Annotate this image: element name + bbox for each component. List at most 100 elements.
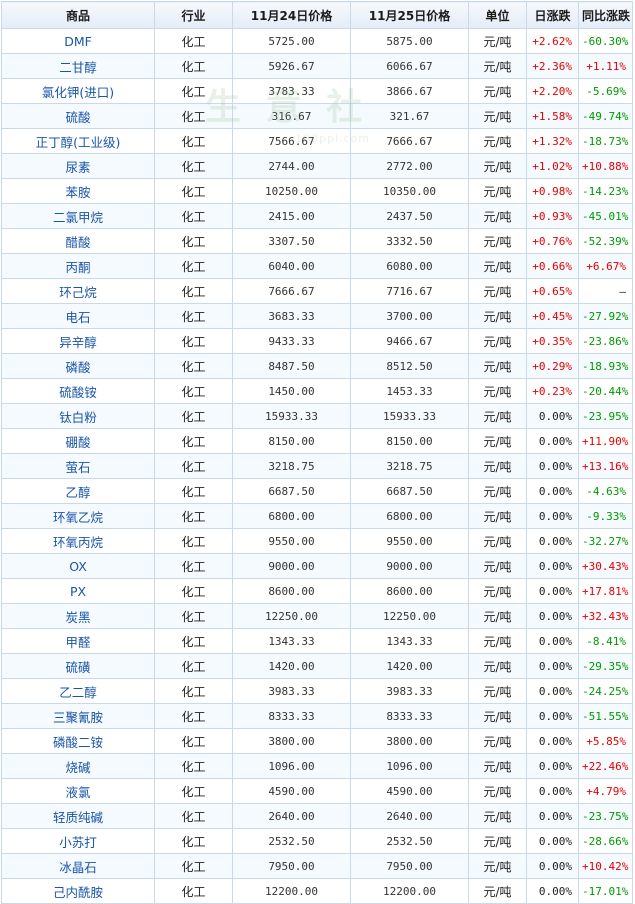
table-row: 己内酰胺 化工 12200.00 12200.00 元/吨 0.00% -17.01% bbox=[1, 878, 633, 904]
table-row: 硫酸铵 化工 1450.00 1453.33 元/吨 +0.23% -20.44% bbox=[1, 378, 633, 404]
industry-cell: 化工 bbox=[154, 453, 233, 479]
industry-cell: 化工 bbox=[154, 378, 233, 404]
unit-cell: 元/吨 bbox=[468, 228, 527, 254]
yoy-change-cell: +1.11% bbox=[578, 53, 633, 79]
price-prev-cell: 8150.00 bbox=[232, 428, 351, 454]
commodity-link[interactable]: 尿素 bbox=[65, 159, 91, 175]
commodity-link[interactable]: 硫磺 bbox=[65, 659, 91, 675]
table-row: 硫酸 化工 316.67 321.67 元/吨 +1.58% -49.74% bbox=[1, 103, 633, 129]
unit-cell: 元/吨 bbox=[468, 328, 527, 354]
yoy-change-cell: -45.01% bbox=[578, 203, 633, 229]
commodity-link[interactable]: 乙二醇 bbox=[59, 684, 97, 700]
daily-change-cell: +0.66% bbox=[526, 253, 579, 279]
commodity-link[interactable]: PX bbox=[69, 583, 87, 599]
price-prev-cell: 8487.50 bbox=[232, 353, 351, 379]
industry-cell: 化工 bbox=[154, 303, 233, 329]
daily-change-cell: 0.00% bbox=[526, 553, 579, 579]
yoy-change-cell: +22.46% bbox=[578, 753, 633, 779]
commodity-link[interactable]: 正丁醇(工业级) bbox=[35, 134, 121, 150]
commodity-link[interactable]: 冰晶石 bbox=[59, 859, 97, 875]
commodity-link[interactable]: 丙酮 bbox=[65, 259, 91, 275]
commodity-link[interactable]: 氯化钾(进口) bbox=[41, 84, 115, 100]
yoy-change-cell: +5.85% bbox=[578, 728, 633, 754]
commodity-link[interactable]: 硫酸 bbox=[65, 109, 91, 125]
commodity-link[interactable]: 甲醛 bbox=[65, 634, 91, 650]
unit-cell: 元/吨 bbox=[468, 828, 527, 854]
table-row: 电石 化工 3683.33 3700.00 元/吨 +0.45% -27.92% bbox=[1, 303, 633, 329]
unit-cell: 元/吨 bbox=[468, 528, 527, 554]
price-prev-cell: 1343.33 bbox=[232, 628, 351, 654]
commodity-link[interactable]: 磷酸二铵 bbox=[52, 734, 103, 750]
unit-cell: 元/吨 bbox=[468, 378, 527, 404]
daily-change-cell: +0.98% bbox=[526, 178, 579, 204]
unit-cell: 元/吨 bbox=[468, 753, 527, 779]
commodity-link[interactable]: 磷酸 bbox=[65, 359, 91, 375]
price-prev-cell: 2532.50 bbox=[232, 828, 351, 854]
commodity-link[interactable]: 环己烷 bbox=[59, 284, 97, 300]
commodity-link[interactable]: 己内酰胺 bbox=[52, 884, 103, 900]
yoy-change-cell: -4.63% bbox=[578, 478, 633, 504]
table-row: 甲醛 化工 1343.33 1343.33 元/吨 0.00% -8.41% bbox=[1, 628, 633, 654]
commodity-link[interactable]: 炭黑 bbox=[65, 609, 91, 625]
commodity-link[interactable]: 三聚氰胺 bbox=[52, 709, 103, 725]
daily-change-cell: +0.23% bbox=[526, 378, 579, 404]
commodity-link[interactable]: 硼酸 bbox=[65, 434, 91, 450]
commodity-link[interactable]: 苯胺 bbox=[65, 184, 91, 200]
commodity-link[interactable]: 钛白粉 bbox=[59, 409, 97, 425]
table-row: DMF 化工 5725.00 5875.00 元/吨 +2.62% -60.30% bbox=[1, 28, 633, 54]
daily-change-cell: 0.00% bbox=[526, 503, 579, 529]
commodity-link[interactable]: OX bbox=[69, 558, 87, 574]
price-cur-cell: 2772.00 bbox=[350, 153, 469, 179]
table-row: 烧碱 化工 1096.00 1096.00 元/吨 0.00% +22.46% bbox=[1, 753, 633, 779]
price-cur-cell: 1096.00 bbox=[350, 753, 469, 779]
yoy-change-cell: -23.86% bbox=[578, 328, 633, 354]
price-cur-cell: 2532.50 bbox=[350, 828, 469, 854]
industry-cell: 化工 bbox=[154, 628, 233, 654]
unit-cell: 元/吨 bbox=[468, 178, 527, 204]
table-row: 三聚氰胺 化工 8333.33 8333.33 元/吨 0.00% -51.55% bbox=[1, 703, 633, 729]
table-row: 硫磺 化工 1420.00 1420.00 元/吨 0.00% -29.35% bbox=[1, 653, 633, 679]
unit-cell: 元/吨 bbox=[468, 478, 527, 504]
price-prev-cell: 5725.00 bbox=[232, 28, 351, 54]
commodity-link[interactable]: 异辛醇 bbox=[59, 334, 97, 350]
daily-change-cell: +0.76% bbox=[526, 228, 579, 254]
commodity-link[interactable]: 烧碱 bbox=[65, 759, 91, 775]
daily-change-cell: +0.65% bbox=[526, 278, 579, 304]
table-row: 环氧丙烷 化工 9550.00 9550.00 元/吨 0.00% -32.27% bbox=[1, 528, 633, 554]
commodity-link[interactable]: 二甘醇 bbox=[59, 59, 97, 75]
yoy-change-cell: +4.79% bbox=[578, 778, 633, 804]
industry-cell: 化工 bbox=[154, 403, 233, 429]
industry-cell: 化工 bbox=[154, 603, 233, 629]
daily-change-cell: 0.00% bbox=[526, 703, 579, 729]
commodity-link[interactable]: 萤石 bbox=[65, 459, 91, 475]
unit-cell: 元/吨 bbox=[468, 628, 527, 654]
table-row: 硼酸 化工 8150.00 8150.00 元/吨 0.00% +11.90% bbox=[1, 428, 633, 454]
yoy-change-cell: +11.90% bbox=[578, 428, 633, 454]
table-row: 冰晶石 化工 7950.00 7950.00 元/吨 0.00% +10.42% bbox=[1, 853, 633, 879]
commodity-link[interactable]: 液氯 bbox=[65, 784, 91, 800]
price-cur-cell: 6066.67 bbox=[350, 53, 469, 79]
industry-cell: 化工 bbox=[154, 578, 233, 604]
daily-change-cell: 0.00% bbox=[526, 578, 579, 604]
commodity-cell: 磷酸二铵 bbox=[1, 728, 155, 754]
commodity-link[interactable]: 环氧丙烷 bbox=[52, 534, 103, 550]
yoy-change-cell: -17.01% bbox=[578, 878, 633, 904]
commodity-link[interactable]: 电石 bbox=[65, 309, 91, 325]
price-cur-cell: 1420.00 bbox=[350, 653, 469, 679]
commodity-link[interactable]: 轻质纯碱 bbox=[52, 809, 103, 825]
yoy-change-cell: +30.43% bbox=[578, 553, 633, 579]
commodity-link[interactable]: DMF bbox=[64, 33, 92, 49]
commodity-cell: 电石 bbox=[1, 303, 155, 329]
table-body: DMF 化工 5725.00 5875.00 元/吨 +2.62% -60.30% 二甘醇化工… bbox=[1, 28, 633, 904]
commodity-link[interactable]: 硫酸铵 bbox=[59, 384, 97, 400]
commodity-link[interactable]: 小苏打 bbox=[59, 834, 97, 850]
price-prev-cell: 4590.00 bbox=[232, 778, 351, 804]
daily-change-cell: 0.00% bbox=[526, 403, 579, 429]
price-prev-cell: 6800.00 bbox=[232, 503, 351, 529]
commodity-link[interactable]: 二氯甲烷 bbox=[52, 209, 103, 225]
commodity-link[interactable]: 乙醇 bbox=[65, 484, 91, 500]
commodity-link[interactable]: 环氧乙烷 bbox=[52, 509, 103, 525]
commodity-link[interactable]: 醋酸 bbox=[65, 234, 91, 250]
price-prev-cell: 9000.00 bbox=[232, 553, 351, 579]
header-daily-change: 日涨跌 bbox=[526, 1, 579, 29]
